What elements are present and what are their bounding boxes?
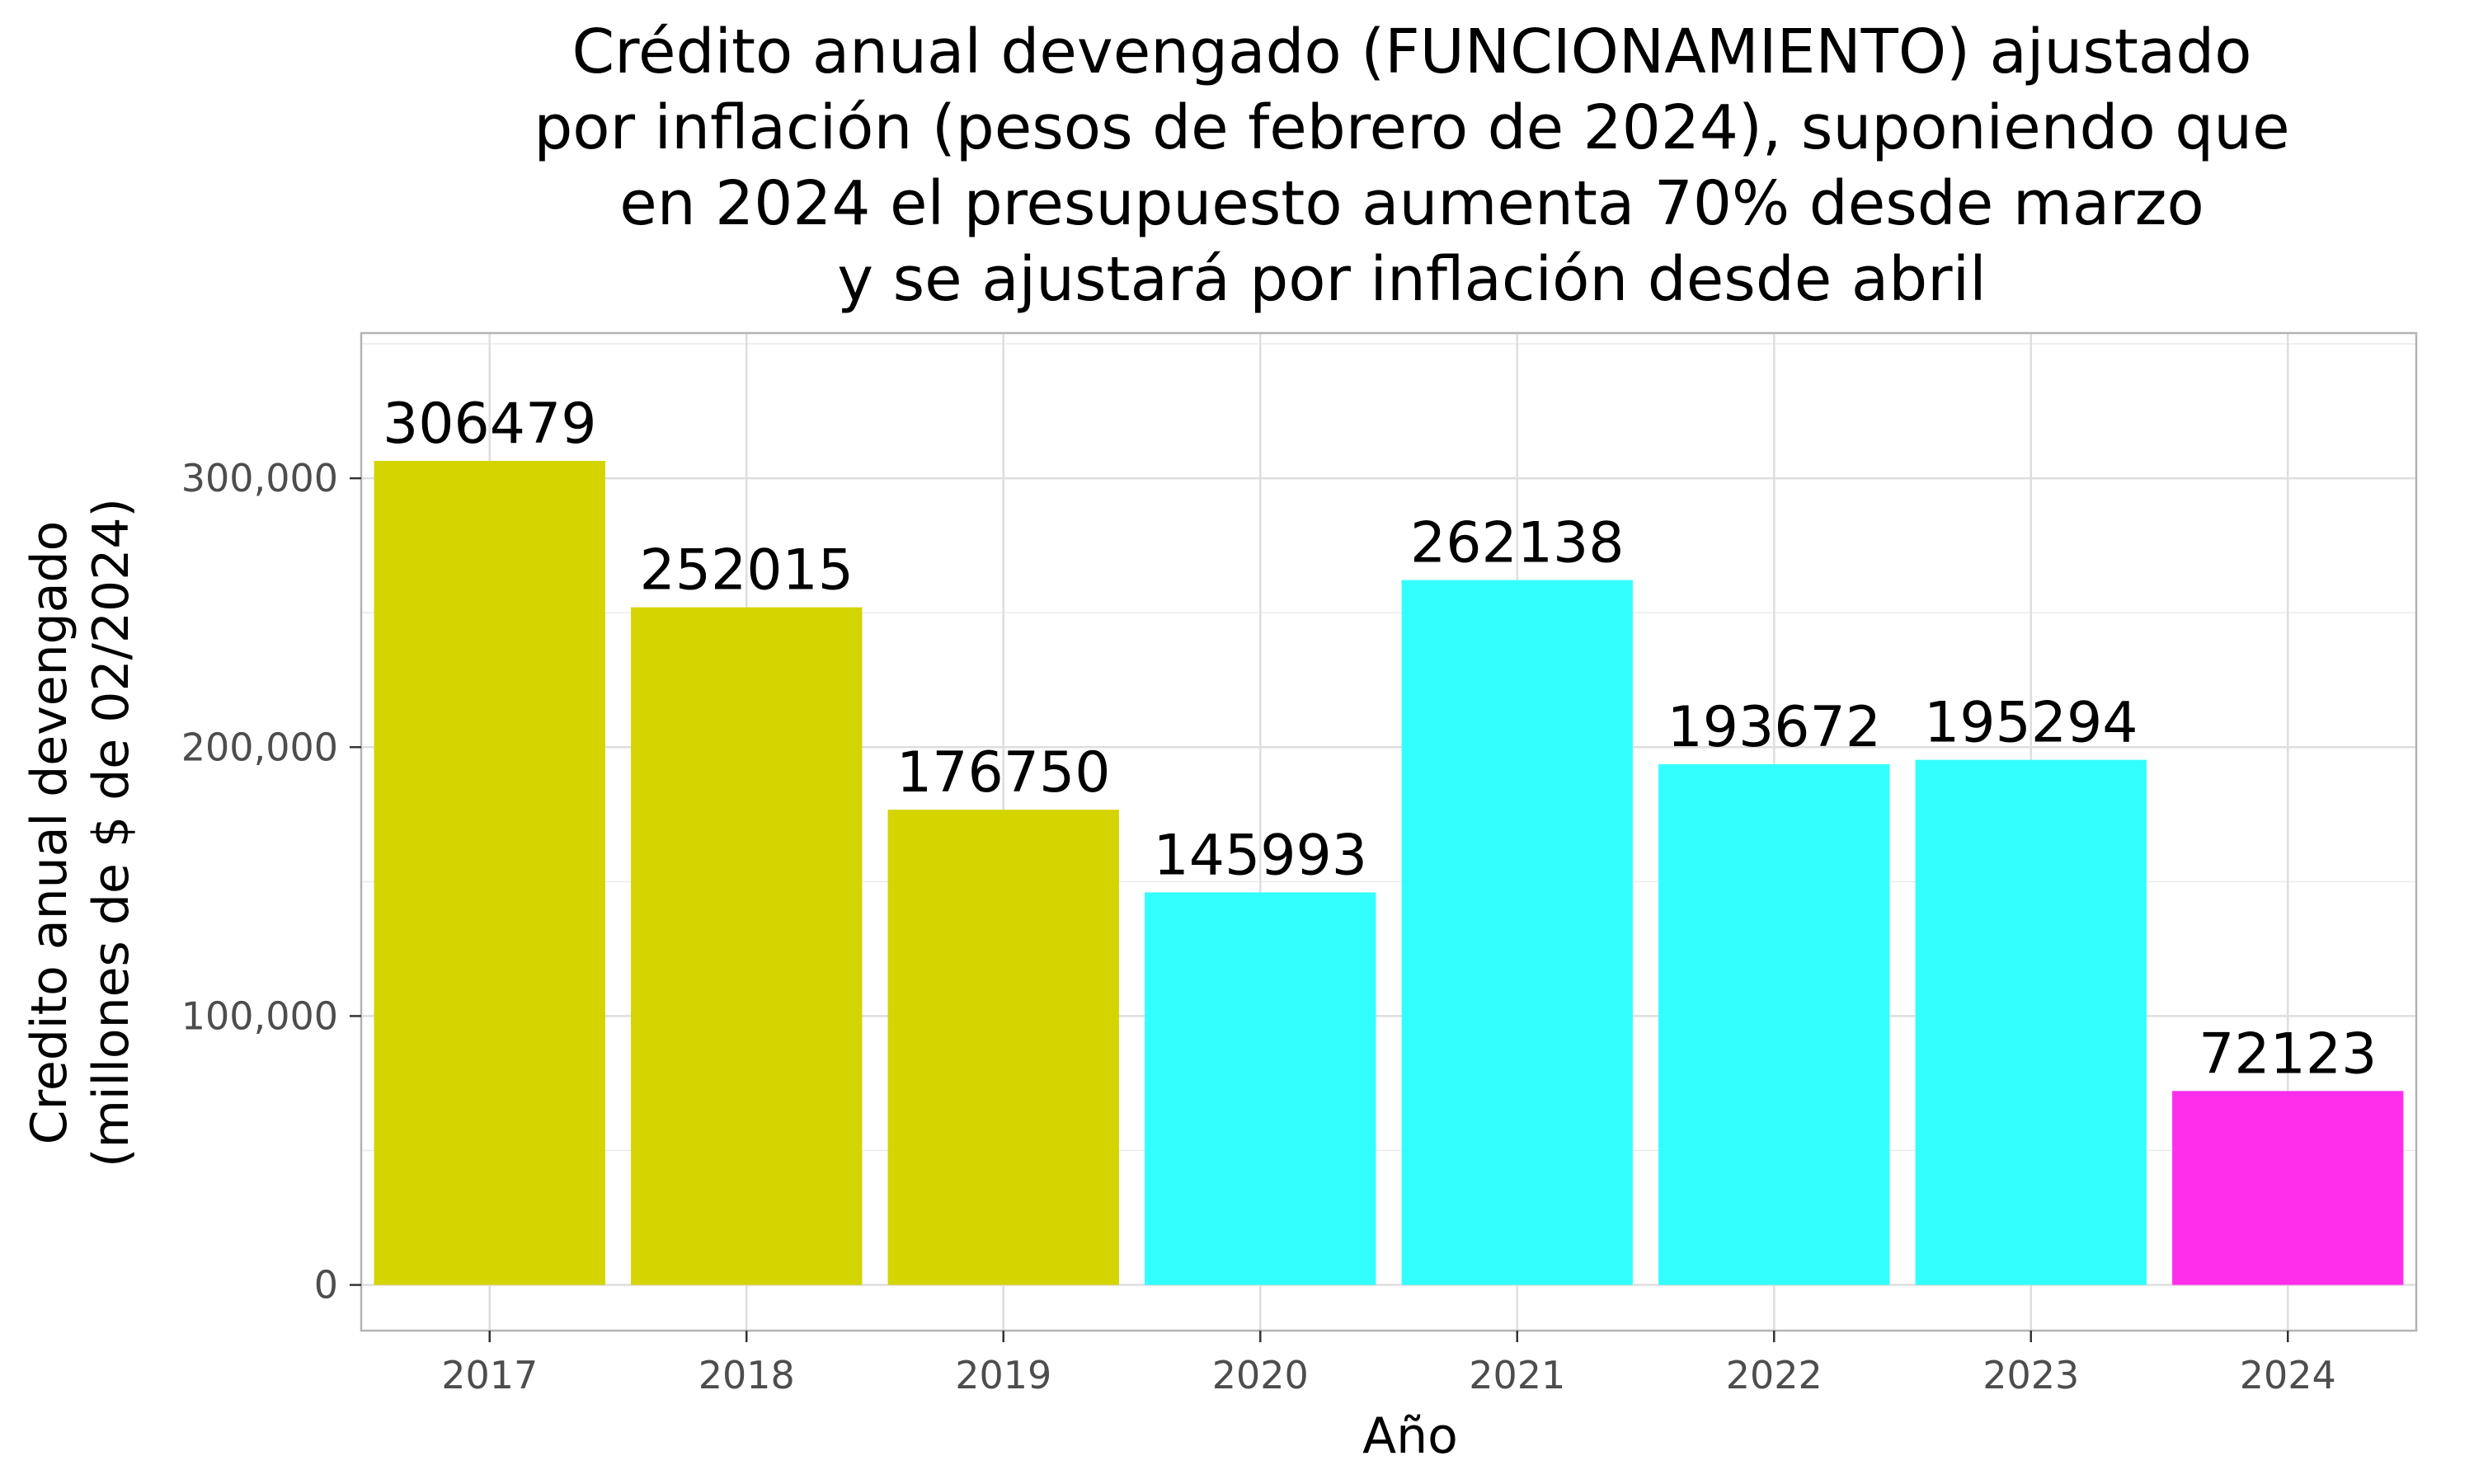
- x-axis-title: Año: [1362, 1407, 1458, 1465]
- bar-value-label-2018: 252015: [639, 538, 854, 603]
- bar-2019: [887, 810, 1119, 1285]
- bar-value-label-2019: 176750: [896, 740, 1111, 805]
- bar-value-label-2024: 72123: [2199, 1021, 2377, 1087]
- bar-value-label-2023: 195294: [1924, 691, 2138, 756]
- bar-2017: [374, 460, 605, 1285]
- bar-2021: [1401, 580, 1633, 1285]
- x-tick-label: 2020: [1212, 1353, 1309, 1397]
- bar-value-labels: 306479 252015 176750 145993 262138 193672 1952…: [383, 392, 2377, 1087]
- y-axis-ticks: 0 100,000 200,000 300,000: [181, 456, 361, 1308]
- bar-value-label-2017: 306479: [383, 392, 597, 457]
- bar-value-label-2021: 262138: [1410, 511, 1625, 576]
- x-tick-label: 2017: [441, 1353, 538, 1397]
- y-axis-title-line-1: Credito anual devengado: [21, 521, 78, 1145]
- y-tick-label: 200,000: [181, 725, 338, 769]
- chart-title-line-2: por inflación (pesos de febrero de 2024)…: [534, 92, 2289, 163]
- x-tick-label: 2024: [2240, 1353, 2336, 1397]
- x-tick-label: 2019: [955, 1353, 1051, 1397]
- y-tick-label: 0: [314, 1263, 338, 1308]
- y-tick-label: 300,000: [181, 456, 338, 500]
- bar-value-label-2022: 193672: [1667, 695, 1881, 760]
- chart-title-line-4: y se ajustará por inflación desde abril: [837, 244, 1986, 315]
- x-tick-label: 2018: [698, 1353, 795, 1397]
- plot-panel-border: [360, 331, 2418, 1332]
- chart-title-line-3: en 2024 el presupuesto aumenta 70% desde…: [619, 168, 2204, 239]
- bar-2023: [1915, 759, 2147, 1285]
- bar-2018: [631, 607, 863, 1285]
- y-tick-label: 100,000: [181, 993, 338, 1038]
- y-axis-title-line-2: (millones de $ de 02/2024): [82, 498, 140, 1167]
- chart-title: Crédito anual devengado (FUNCIONAMIENTO)…: [534, 16, 2289, 315]
- bar-2020: [1145, 892, 1376, 1285]
- bar-2022: [1658, 763, 1890, 1285]
- x-tick-label: 2022: [1726, 1353, 1823, 1397]
- x-tick-label: 2021: [1469, 1353, 1565, 1397]
- bar-value-label-2020: 145993: [1153, 823, 1367, 888]
- bars: [374, 460, 2404, 1285]
- chart-title-line-1: Crédito anual devengado (FUNCIONAMIENTO)…: [572, 16, 2252, 87]
- x-tick-label: 2023: [1982, 1353, 2079, 1397]
- y-axis-title: Credito anual devengado (millones de $ d…: [21, 498, 140, 1167]
- bar-2024: [2172, 1091, 2404, 1285]
- x-axis-ticks: 2017 2018 2019 2020 2021 2022 2023 2024: [441, 1331, 2336, 1397]
